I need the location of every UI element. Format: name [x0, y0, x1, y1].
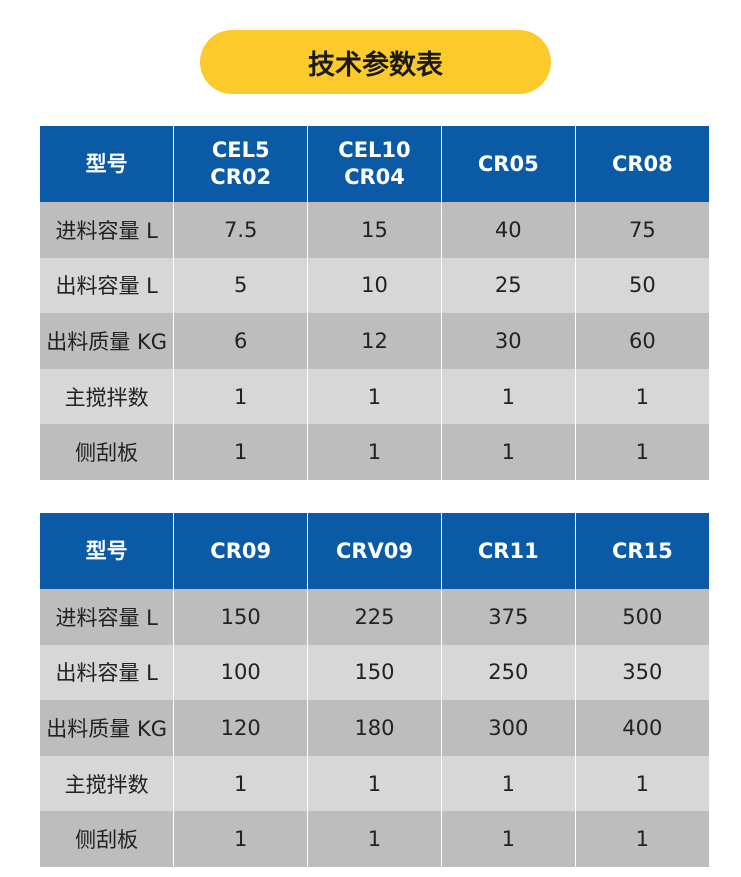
param-label: 进料容量 L	[40, 589, 174, 645]
header-text: CR08	[611, 151, 673, 176]
table-row: 进料容量 L 150 225 375 500	[40, 589, 709, 645]
value-cell: 150	[173, 589, 308, 645]
table-row: 主搅拌数 1 1 1 1	[40, 368, 709, 425]
param-label: 进料容量 L	[40, 202, 174, 258]
value-cell: 1	[173, 424, 308, 480]
param-label: 出料质量 KG	[40, 313, 174, 369]
header-cell: 型号	[40, 513, 174, 589]
value-cell: 1	[574, 811, 709, 867]
value-cell: 1	[574, 755, 709, 812]
value-cell: 1	[440, 424, 576, 480]
value-cell: 1	[173, 368, 308, 425]
value-cell: 1	[440, 368, 576, 425]
table-row: 主搅拌数 1 1 1 1	[40, 755, 709, 812]
value-cell: 1	[440, 811, 576, 867]
header-text: CEL5	[211, 138, 270, 162]
header-text: CR05	[477, 151, 539, 176]
value-cell: 250	[440, 644, 576, 701]
header-cell: CR08	[574, 126, 709, 202]
header-text: CR04	[344, 165, 405, 189]
header-cell: CRV09	[307, 513, 442, 589]
spec-table-2: 型号 CR09 CRV09 CR11 CR15 进料容量 L 150 225 375 500 出料容…	[40, 513, 709, 867]
value-cell: 350	[574, 644, 709, 701]
param-label: 出料容量 L	[40, 644, 174, 701]
header-cell: CR15	[574, 513, 709, 589]
value-cell: 1	[440, 755, 576, 812]
value-cell: 10	[307, 257, 442, 314]
value-cell: 75	[574, 202, 709, 258]
value-cell: 60	[574, 313, 709, 369]
value-cell: 6	[173, 313, 308, 369]
value-cell: 12	[307, 313, 442, 369]
header-cell: CR11	[440, 513, 576, 589]
header-cell: CR09	[173, 513, 308, 589]
value-cell: 1	[173, 811, 308, 867]
table-row: 出料质量 KG 6 12 30 60	[40, 313, 709, 369]
header-text: CEL10	[338, 138, 411, 162]
param-label: 出料质量 KG	[40, 700, 174, 756]
value-cell: 1	[574, 368, 709, 425]
param-label: 主搅拌数	[40, 368, 174, 425]
value-cell: 30	[440, 313, 576, 369]
table-row: 出料质量 KG 120 180 300 400	[40, 700, 709, 756]
value-cell: 225	[307, 589, 442, 645]
param-label: 出料容量 L	[40, 257, 174, 314]
header-text: CR02	[210, 165, 272, 189]
value-cell: 100	[173, 644, 308, 701]
table-row: 侧刮板 1 1 1 1	[40, 811, 709, 867]
value-cell: 1	[307, 755, 442, 812]
value-cell: 180	[307, 700, 442, 756]
value-cell: 300	[440, 700, 576, 756]
param-label: 侧刮板	[40, 424, 174, 480]
header-cell: CEL10 CR04	[307, 126, 442, 202]
value-cell: 400	[574, 700, 709, 756]
table-row: 侧刮板 1 1 1 1	[40, 424, 709, 480]
header-row: 型号 CEL5 CR02 CEL10 CR04 CR05 CR08	[40, 126, 709, 202]
value-cell: 25	[440, 257, 576, 314]
table-row: 出料容量 L 100 150 250 350	[40, 644, 709, 701]
header-text: CR09	[210, 538, 272, 563]
table-row: 出料容量 L 5 10 25 50	[40, 257, 709, 314]
param-label: 主搅拌数	[40, 755, 174, 812]
value-cell: 1	[173, 755, 308, 812]
param-label: 侧刮板	[40, 811, 174, 867]
spec-table-1: 型号 CEL5 CR02 CEL10 CR04 CR05 CR08 进料容量 L 7.5 15 40…	[40, 126, 709, 480]
value-cell: 375	[440, 589, 576, 645]
value-cell: 50	[574, 257, 709, 314]
header-text: 型号	[85, 151, 128, 176]
value-cell: 150	[307, 644, 442, 701]
table-row: 进料容量 L 7.5 15 40 75	[40, 202, 709, 258]
value-cell: 120	[173, 700, 308, 756]
header-cell: CR05	[440, 126, 576, 202]
value-cell: 500	[574, 589, 709, 645]
value-cell: 40	[440, 202, 576, 258]
header-text: 型号	[85, 538, 128, 563]
value-cell: 1	[307, 811, 442, 867]
value-cell: 15	[307, 202, 442, 258]
header-row: 型号 CR09 CRV09 CR11 CR15	[40, 513, 709, 589]
header-cell: 型号	[40, 126, 174, 202]
page-title: 技术参数表	[200, 30, 551, 94]
value-cell: 1	[307, 368, 442, 425]
header-cell: CEL5 CR02	[173, 126, 308, 202]
value-cell: 7.5	[173, 202, 308, 258]
value-cell: 1	[307, 424, 442, 480]
header-text: CR15	[611, 538, 673, 563]
value-cell: 5	[173, 257, 308, 314]
value-cell: 1	[574, 424, 709, 480]
header-text: CR11	[477, 538, 539, 563]
header-text: CRV09	[335, 538, 414, 563]
